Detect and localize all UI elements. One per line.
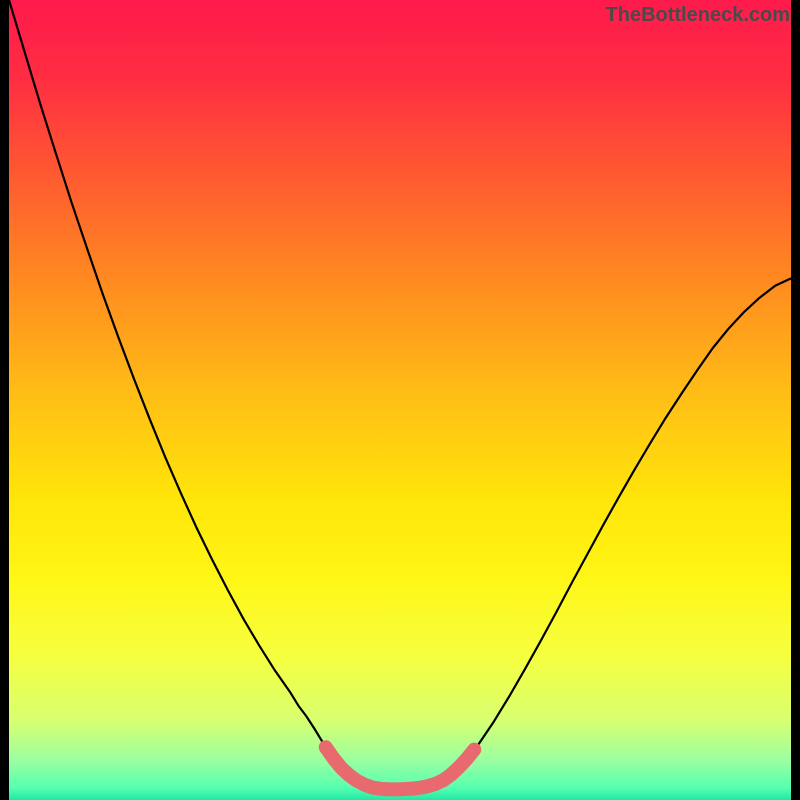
gradient-background — [9, 0, 791, 800]
watermark-text: TheBottleneck.com — [606, 4, 790, 27]
chart-container: TheBottleneck.com — [0, 0, 800, 800]
bottleneck-chart — [0, 0, 800, 800]
